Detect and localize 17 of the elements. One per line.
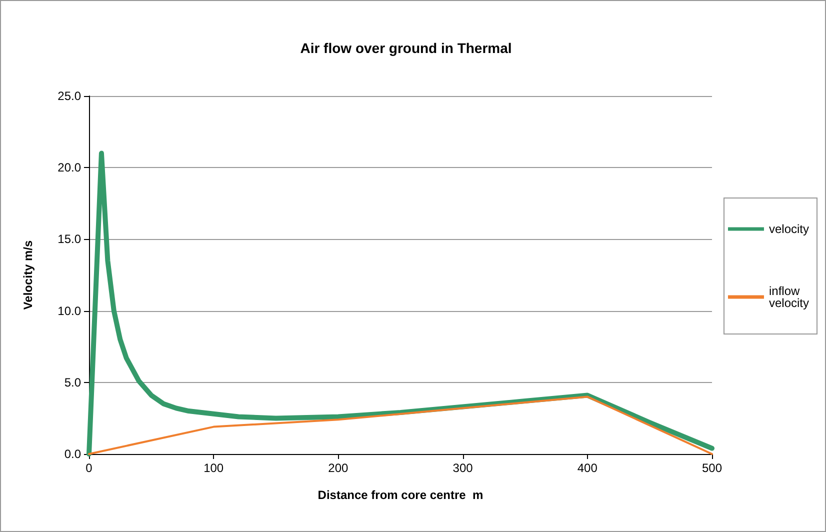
x-tick-label: 100 [204, 461, 224, 475]
x-tick-label: 400 [577, 461, 598, 475]
x-tick-label: 0 [86, 461, 93, 475]
y-tick-label: 10.0 [58, 304, 82, 318]
y-tick-label: 5.0 [64, 375, 82, 390]
y-axis-title: Velocity m/s [21, 240, 35, 310]
legend-label: inflow velocity [768, 284, 809, 310]
y-tick-label: 25.0 [58, 89, 82, 103]
y-tick-label: 20.0 [58, 160, 82, 175]
x-tick-label: 300 [452, 461, 474, 475]
y-tick-label: 0.0 [64, 447, 82, 461]
x-axis-title: Distance from core centre m [318, 488, 484, 502]
y-tick-label: 15.0 [58, 232, 82, 246]
legend-label: velocity [768, 222, 809, 236]
x-tick-label: 500 [702, 461, 722, 475]
chart-title: Air flow over ground in Thermal [300, 40, 512, 56]
x-tick-label: 200 [328, 461, 349, 475]
